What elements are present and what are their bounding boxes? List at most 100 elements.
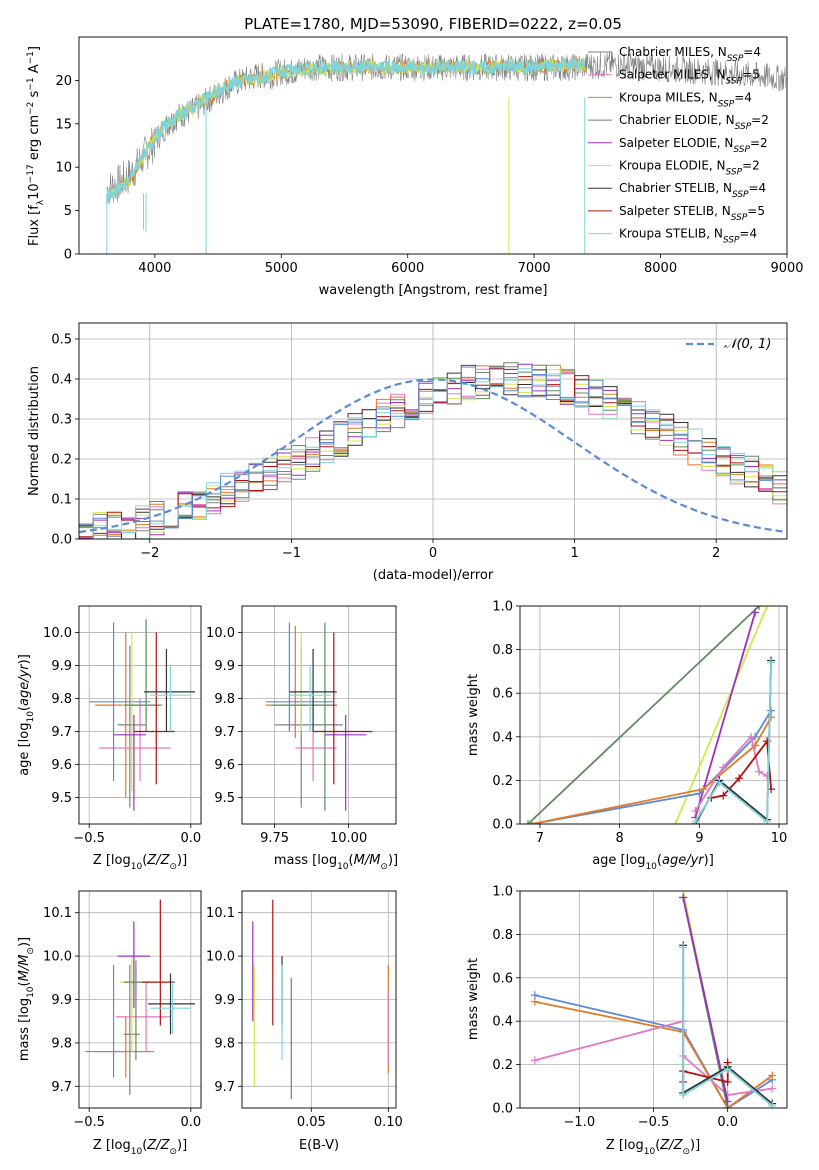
- y-tick-label: 9.8: [51, 692, 72, 707]
- label-part: age/yr: [17, 663, 32, 706]
- weight-marker-kroupa_stelib: [691, 817, 700, 824]
- y-tick-label: 0.2: [492, 774, 513, 789]
- y-tick-label: 0.4: [51, 373, 72, 388]
- weight-marker-kroupa_miles: [699, 785, 708, 794]
- weight-marker-kroupa_elodie: [763, 606, 772, 610]
- x-tick-label: 0.0: [180, 1115, 201, 1130]
- y-tick-label: 9.5: [51, 791, 72, 806]
- y-tick-label: 9.5: [214, 791, 235, 806]
- spectrum-x-label: wavelength [Angstrom, rest frame]: [319, 283, 548, 298]
- residual-histogram-kroupa_stelib: [79, 368, 787, 539]
- label-part: SSP: [726, 168, 743, 178]
- residuals-x-label: (data-model)/error: [373, 568, 494, 583]
- y-tick-label: 0.0: [492, 1102, 513, 1117]
- x-tick-label: −1.0: [564, 1115, 596, 1130]
- x-tick-label: 6000: [391, 261, 424, 276]
- y-tick-label: 0.2: [51, 453, 72, 468]
- label-part: Kroupa STELIB, N: [619, 227, 723, 241]
- label-part: Z/Z: [146, 1138, 170, 1153]
- y-tick-label: 0.4: [492, 730, 513, 745]
- weight-marker-chabrier_elodie: [755, 606, 764, 610]
- x-tick-label: 10: [771, 831, 788, 846]
- label-part: SSP: [735, 122, 752, 132]
- y-tick-label: 9.8: [51, 1036, 72, 1051]
- weight-marker-chabrier_elodie: [523, 820, 532, 824]
- mass_vs_Z-axes: −0.5 0.0 9.7 9.8 9.9 10.0 10.1: [43, 891, 201, 1130]
- mass-vs-ebv-x-label: E(B-V): [299, 1138, 339, 1153]
- age_vs_Z-axes: −0.5 0.0 9.5 9.6 9.7 9.8 9.9 10.0: [43, 606, 201, 846]
- label-part: )]: [177, 1138, 187, 1153]
- weight-marker-kroupa_elodie: [671, 820, 680, 824]
- axes-frame: [241, 890, 397, 1109]
- weight-vs-age-x-label: age [log10(age/yr)]: [592, 853, 714, 872]
- label-part: Z/Z: [146, 853, 170, 868]
- label-part: Flux [f: [27, 205, 42, 246]
- label-part: −1: [26, 77, 36, 90]
- y-tick-label: 1.0: [492, 885, 513, 900]
- weight-marker-salpeter_stelib: [723, 1077, 732, 1086]
- axes-frame: [78, 605, 202, 825]
- weight-marker-kroupa_miles: [767, 713, 776, 722]
- y-tick-label: 9.7: [214, 725, 235, 740]
- y-tick-label: 0.1: [51, 493, 72, 508]
- x-tick-label: 10.00: [330, 831, 367, 846]
- label-part: =4: [749, 181, 767, 195]
- y-tick-label: 9.9: [51, 659, 72, 674]
- spectrum-axes: 4000 5000 6000 7000 8000 9000 0 5 10 15 20: [55, 74, 803, 276]
- y-tick-label: 10: [55, 161, 72, 176]
- label-part: (: [349, 853, 354, 868]
- spectrum-model-line-kroupa_miles: [106, 58, 586, 203]
- label-part: Kroupa ELODIE, N: [619, 159, 726, 173]
- y-tick-label: 5: [64, 204, 72, 219]
- y-tick-label: 0.5: [51, 333, 72, 348]
- y-tick-label: 10.0: [206, 626, 235, 641]
- legend-label-chabrier_elodie: Chabrier ELODIE, NSSP=2: [619, 113, 769, 132]
- weight-marker-kroupa_miles: [768, 1071, 777, 1080]
- label-part: Salpeter MILES, N: [619, 68, 726, 82]
- axes-frame: [78, 36, 788, 255]
- age-vs-Z-y-label: age [log10(age/yr)]: [17, 654, 36, 776]
- label-part: =4: [743, 45, 761, 59]
- x-tick-label: −0.5: [638, 1115, 670, 1130]
- y-tick-label: 0.0: [51, 533, 72, 548]
- spectrum-y-label: Flux [fλ10−17 erg cm−2 s−1 A−1]: [26, 46, 46, 246]
- label-part: Chabrier STELIB, N: [619, 181, 732, 195]
- label-part: λ: [36, 199, 46, 205]
- x-tick-label: 8: [615, 831, 623, 846]
- label-part: (: [17, 706, 32, 711]
- y-tick-label: 15: [55, 117, 72, 132]
- weight-line-kroupa_stelib: [694, 662, 772, 824]
- label-part: −2: [26, 102, 36, 115]
- x-tick-label: 0.0: [717, 1115, 738, 1130]
- label-part: age [log: [17, 723, 32, 776]
- weight-vs-age-y-label: mass weight: [466, 674, 481, 756]
- mass-vs-Z-y-label: mass [log10(M/M⊙)]: [17, 937, 36, 1061]
- x-tick-label: 8000: [644, 261, 677, 276]
- y-tick-label: 0.6: [492, 971, 513, 986]
- label-part: ⊙: [26, 947, 36, 955]
- y-tick-label: 9.7: [51, 1080, 72, 1095]
- weight-line-kroupa_stelib: [682, 947, 773, 1107]
- label-part: SSP: [723, 236, 740, 246]
- label-part: 10: [337, 862, 349, 872]
- label-part: ]: [27, 46, 42, 51]
- label-part: 10: [131, 862, 143, 872]
- label-part: =2: [742, 159, 760, 173]
- x-tick-label: 0.10: [374, 1115, 403, 1130]
- age-vs-Z-x-label: Z [log10(Z/Z⊙)]: [93, 853, 187, 872]
- label-part: (: [142, 1138, 147, 1153]
- weight_vs_age-axes: 7 8 9 10 0.0 0.2 0.4 0.6 0.8 1.0: [492, 600, 787, 847]
- label-part: Z/Z: [659, 1138, 683, 1153]
- label-part: SSP: [732, 190, 749, 200]
- x-tick-label: 4000: [138, 261, 171, 276]
- y-tick-label: 0: [64, 248, 72, 263]
- weight-marker-kroupa_stelib: [679, 1090, 688, 1099]
- weight-marker-salpeter_miles: [768, 1084, 777, 1093]
- y-tick-label: 0.2: [492, 1058, 513, 1073]
- x-tick-label: 9: [695, 831, 703, 846]
- label-part: Chabrier MILES, N: [619, 45, 727, 59]
- weight-line-kroupa_elodie: [674, 606, 768, 824]
- weight-vs-Z-x-label: Z [log10(Z/Z⊙)]: [606, 1138, 700, 1157]
- legend-label-salpeter_elodie: Salpeter ELODIE, NSSP=2: [619, 136, 768, 155]
- legend-label-chabrier_miles: Chabrier MILES, NSSP=4: [619, 45, 761, 64]
